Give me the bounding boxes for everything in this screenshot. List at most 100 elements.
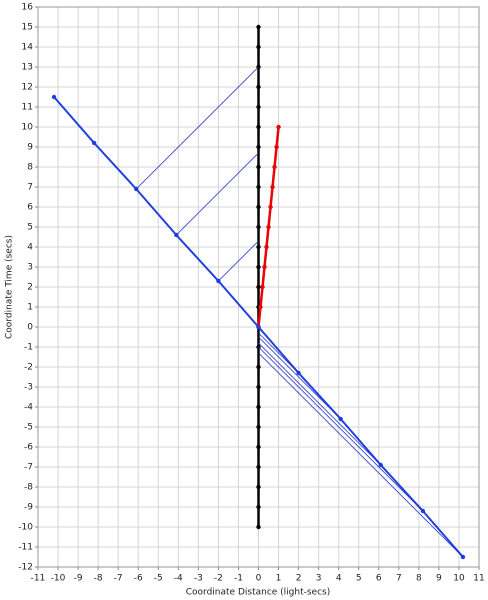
- x-tick-label: -4: [174, 574, 183, 584]
- x-tick-label: -2: [214, 574, 223, 584]
- x-tick-label: -5: [154, 574, 163, 584]
- point: [256, 104, 261, 110]
- point: [91, 140, 97, 146]
- x-tick-label: 5: [356, 574, 362, 584]
- point: [256, 24, 261, 30]
- x-tick-label: 11: [473, 574, 484, 584]
- y-tick-label: 14: [22, 43, 34, 53]
- x-tick-label: -1: [234, 574, 243, 584]
- series-line: [258, 332, 299, 374]
- point: [262, 264, 267, 270]
- y-tick-label: -10: [18, 523, 33, 533]
- y-tick-label: 8: [27, 163, 33, 173]
- point: [256, 384, 261, 390]
- y-tick-label: 5: [27, 223, 33, 233]
- y-tick-label: 11: [22, 103, 33, 113]
- y-tick-label: 10: [22, 123, 34, 133]
- x-axis-label: Coordinate Distance (light-secs): [186, 588, 331, 598]
- y-tick-label: -2: [24, 363, 33, 373]
- y-tick-label: 7: [27, 183, 33, 193]
- point: [256, 324, 261, 330]
- y-tick-label: 1: [27, 303, 33, 313]
- x-tick-label: 1: [276, 574, 282, 584]
- y-tick-label: 16: [22, 3, 34, 13]
- point: [256, 464, 261, 470]
- point: [256, 284, 261, 290]
- x-tick-label: 0: [256, 574, 262, 584]
- point: [260, 284, 265, 290]
- point: [256, 364, 261, 370]
- point: [256, 524, 261, 530]
- y-tick-label: -11: [18, 543, 33, 553]
- point: [268, 204, 273, 210]
- x-tick-label: -9: [74, 574, 83, 584]
- x-tick-label: 10: [453, 574, 465, 584]
- point: [256, 444, 261, 450]
- x-tick-label: -10: [51, 574, 66, 584]
- y-tick-label: 4: [27, 243, 33, 253]
- series-line: [176, 152, 259, 236]
- y-tick-label: 2: [27, 283, 33, 293]
- point: [256, 184, 261, 190]
- point: [276, 124, 281, 130]
- x-tick-label: 2: [296, 574, 302, 584]
- point: [256, 264, 261, 270]
- point: [51, 94, 57, 100]
- series-line: [258, 342, 382, 466]
- y-tick-label: 12: [22, 83, 33, 93]
- point: [256, 244, 261, 250]
- point: [256, 124, 261, 130]
- x-tick-label: 6: [376, 574, 382, 584]
- series-line: [218, 240, 259, 282]
- y-tick-label: -9: [24, 503, 33, 513]
- y-tick-label: -6: [24, 443, 33, 453]
- point: [256, 424, 261, 430]
- point: [256, 204, 261, 210]
- y-tick-label: -4: [24, 403, 33, 413]
- y-tick-label: 15: [22, 23, 33, 33]
- x-tick-label: -6: [134, 574, 143, 584]
- plot-border: [37, 6, 480, 568]
- y-tick-label: 13: [22, 63, 33, 73]
- point: [274, 144, 279, 150]
- point: [264, 244, 269, 250]
- x-tick-label: -3: [194, 574, 203, 584]
- x-tick-label: 9: [436, 574, 442, 584]
- x-tick-label: -7: [114, 574, 123, 584]
- y-axis-label: Coordinate Time (secs): [5, 235, 15, 339]
- y-tick-label: -1: [24, 343, 33, 353]
- y-tick-label: -7: [24, 463, 33, 473]
- y-tick-label: 3: [27, 263, 33, 273]
- point: [256, 84, 261, 90]
- point: [256, 484, 261, 490]
- point: [256, 144, 261, 150]
- y-tick-label: 9: [27, 143, 33, 153]
- series-line: [258, 336, 341, 420]
- x-tick-label: -8: [94, 574, 103, 584]
- x-tick-label: 3: [316, 574, 322, 584]
- y-tick-label: 0: [27, 323, 33, 333]
- y-tick-label: -8: [24, 483, 33, 493]
- point: [266, 224, 271, 230]
- point: [270, 184, 275, 190]
- point: [258, 304, 263, 310]
- point: [272, 164, 277, 170]
- y-tick-label: 6: [27, 203, 33, 213]
- y-tick-label: -3: [24, 383, 33, 393]
- point: [256, 404, 261, 410]
- point: [256, 224, 261, 230]
- y-tick-label: -12: [18, 563, 33, 573]
- series-line: [258, 346, 424, 512]
- x-tick-label: 7: [396, 574, 402, 584]
- series-line: [258, 352, 464, 558]
- x-tick-label: 4: [336, 574, 342, 584]
- series-line: [135, 66, 259, 190]
- point: [256, 44, 261, 50]
- x-tick-label: -11: [31, 574, 46, 584]
- point: [256, 164, 261, 170]
- x-tick-label: 8: [416, 574, 422, 584]
- y-tick-label: -5: [24, 423, 33, 433]
- point: [256, 504, 261, 510]
